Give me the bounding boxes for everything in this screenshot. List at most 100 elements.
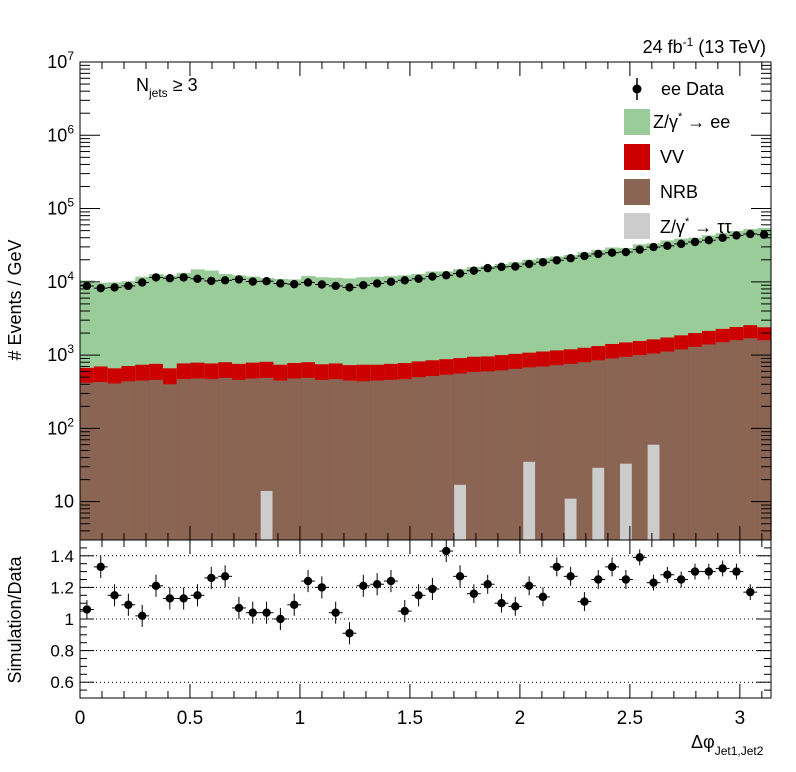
legend-tautau-swatch [624, 213, 650, 239]
data-point [594, 249, 603, 259]
bar-nrb [370, 380, 385, 540]
ratio-point [511, 602, 520, 611]
data-point [234, 275, 244, 284]
ratio-y-tick-label: 0.8 [50, 642, 74, 661]
data-point [96, 283, 105, 293]
data-point [345, 283, 354, 292]
bar-nrb [245, 378, 261, 540]
stacked-histogram [80, 227, 772, 541]
data-point [704, 236, 714, 245]
bar-nrb [204, 379, 219, 540]
data-point [220, 276, 230, 285]
bar-tautau [619, 463, 632, 540]
ratio-point [469, 589, 479, 598]
ratio-point [663, 570, 672, 579]
x-tick-label: 3 [735, 708, 746, 729]
ratio-point [165, 594, 175, 603]
bar-nrb [632, 355, 648, 540]
bar-nrb [660, 351, 675, 540]
ratio-point [372, 580, 382, 589]
ratio-y-tick-label: 1.2 [50, 578, 74, 597]
x-tick-label: 2.5 [617, 708, 643, 729]
bar-tautau [260, 490, 273, 540]
ratio-point [524, 581, 534, 591]
ratio-point [151, 581, 161, 591]
bar-nrb [577, 362, 592, 540]
ratio-point [234, 603, 244, 613]
ratio-point [428, 584, 437, 594]
ratio-y-axis: 0.6 0.8 1 1.2 1.4 [50, 539, 771, 699]
bar-tautau [523, 461, 536, 540]
bar-nrb [549, 365, 565, 540]
legend-data-label: ee Data [661, 79, 725, 99]
ratio-point [414, 591, 423, 600]
legend-tautau-label: Z/γ* → ττ [660, 216, 732, 237]
ratio-point [124, 600, 133, 609]
legend-entry-vv: VV [624, 144, 684, 170]
data-point [207, 276, 216, 286]
x-tick-label: 0 [75, 708, 86, 729]
ratio-point [649, 578, 658, 587]
selection-label: Njets ≥ 3 [136, 75, 198, 100]
ratio-point [96, 562, 105, 572]
ratio-point [746, 587, 755, 597]
legend-entry-tautau: Z/γ* → ττ [624, 213, 732, 239]
ratio-point [442, 546, 451, 556]
bar-nrb [536, 366, 551, 540]
bar-nrb [356, 381, 371, 540]
top-x-ticks [79, 62, 763, 540]
top-y-tick-label: 104 [47, 269, 74, 292]
lumi-label: 24 fb-1 (13 TeV) [643, 35, 766, 57]
top-y-axis: 10 102 103 104 105 106 107 [47, 49, 771, 541]
bar-nrb [701, 344, 717, 540]
top-y-label: # Events / GeV [5, 239, 25, 360]
ratio-x-axis: 0 0.5 1 1.5 2 2.5 3 [75, 540, 763, 729]
data-point [732, 231, 741, 240]
bar-nrb [384, 379, 399, 540]
x-tick-label: 2 [515, 708, 526, 729]
ratio-point [732, 567, 741, 576]
top-panel: 10 102 103 104 105 106 107 24 fb-1 (13 TeV) # … [5, 35, 772, 541]
bar-nrb [232, 379, 247, 540]
ratio-point [580, 597, 589, 606]
x-axis-label: ΔφJet1,Jet2 [691, 732, 764, 758]
ratio-point [290, 600, 299, 609]
data-point [524, 259, 534, 269]
bar-nrb [149, 379, 164, 540]
data-point [759, 230, 769, 239]
legend-nrb-swatch [624, 179, 650, 205]
data-point [124, 281, 133, 291]
data-point [179, 273, 188, 282]
ratio-point [207, 573, 216, 583]
legend-vv-swatch [624, 144, 650, 170]
ratio-point [690, 567, 700, 576]
data-point [511, 262, 520, 271]
legend: ee Data Z/γ* → ee VV NRB Z/γ* → ττ [624, 78, 732, 239]
bar-nrb [729, 340, 744, 540]
data-point [372, 279, 382, 288]
data-point [663, 241, 672, 251]
bar-nrb [715, 342, 731, 540]
ratio-point [317, 583, 327, 592]
bar-tautau [592, 467, 605, 540]
data-point [359, 280, 368, 290]
legend-dy-swatch [624, 109, 650, 135]
data-point [248, 277, 257, 286]
top-y-tick-label: 102 [47, 415, 74, 438]
bar-nrb [176, 379, 192, 540]
x-tick-label: 1 [295, 708, 306, 729]
bar-nrb [93, 381, 109, 540]
data-point [442, 271, 451, 280]
data-point [151, 273, 161, 282]
ratio-point [497, 599, 506, 608]
data-point [303, 278, 313, 287]
legend-entry-dy: Z/γ* → ee [624, 109, 730, 135]
data-point [497, 262, 506, 272]
data-point [317, 280, 327, 289]
ratio-y-tick-label: 1.4 [50, 547, 74, 566]
ratio-points [80, 540, 758, 645]
ratio-point [303, 576, 313, 586]
bar-nrb [162, 384, 178, 540]
data-point [262, 277, 271, 286]
